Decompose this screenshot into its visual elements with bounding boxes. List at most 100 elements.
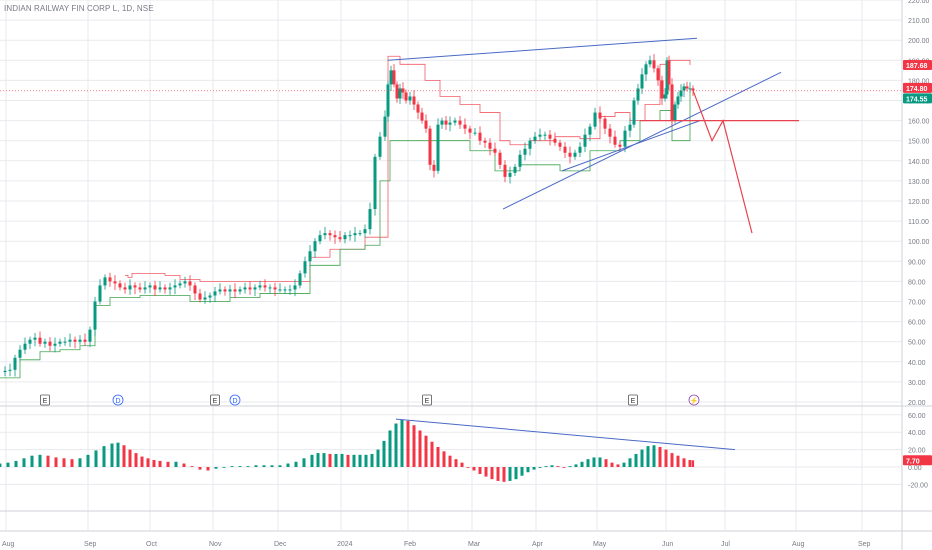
candle-body (636, 88, 640, 101)
osc-bar (598, 457, 602, 467)
osc-bar (140, 456, 144, 467)
candle-body (308, 251, 312, 262)
event-marker-label: E (425, 398, 430, 405)
osc-bar (466, 467, 470, 468)
candle-body (623, 130, 627, 147)
candle-body (208, 295, 212, 298)
candle-body (408, 96, 412, 101)
osc-bar (62, 458, 66, 467)
osc-bar (448, 455, 452, 467)
osc-bar (174, 461, 178, 467)
candle-body (412, 96, 416, 105)
candle-body (253, 287, 257, 290)
candle-body (618, 144, 622, 147)
candle-body (538, 134, 542, 137)
candle-body (644, 64, 648, 75)
candle-body (58, 341, 62, 344)
time-tick-label: Sep (84, 541, 97, 548)
candle-body (103, 277, 107, 286)
candle-body (493, 148, 497, 153)
price-label-text: 174.55 (906, 96, 928, 103)
osc-bar (6, 462, 10, 467)
candle-body (543, 134, 547, 136)
candle-body (123, 287, 127, 290)
osc-bar (532, 467, 536, 470)
price-label-text: 187.68 (906, 63, 928, 70)
dividend-marker (112, 394, 124, 406)
price-tick-label: 40.00 (908, 360, 926, 367)
candle-body (533, 136, 537, 141)
trendline (502, 71, 782, 210)
candle-body (691, 88, 695, 91)
trendline (387, 37, 698, 61)
price-label-text: 174.80 (906, 86, 928, 93)
time-tick-label: Mar (468, 541, 481, 548)
candle-body (458, 120, 462, 125)
candle-body (323, 233, 327, 236)
candle-body (660, 80, 664, 99)
candle-body (392, 70, 396, 85)
candle-body (33, 337, 37, 340)
osc-bar (478, 467, 482, 474)
earnings-marker (210, 394, 220, 406)
candle-body (428, 128, 432, 165)
candle-body (268, 287, 272, 289)
osc-bar (484, 467, 488, 477)
candle-body (665, 60, 669, 95)
osc-bar (652, 445, 656, 467)
osc-bar (102, 446, 106, 467)
event-marker-label: E (213, 398, 218, 405)
osc-bar (128, 449, 132, 467)
candle-body (383, 116, 387, 137)
candle-body (148, 285, 152, 288)
candle-body (373, 156, 377, 210)
osc-bar (508, 467, 512, 481)
candle-body (673, 104, 677, 121)
osc-trendline (395, 418, 736, 451)
osc-bar (664, 449, 668, 467)
candle-body (483, 140, 487, 143)
candle-body (553, 138, 557, 143)
candle-body (173, 285, 177, 288)
earnings-marker (40, 394, 50, 406)
osc-bar (230, 466, 234, 467)
osc-bar (682, 458, 686, 467)
candle-body (63, 341, 67, 343)
candle-body (98, 285, 102, 302)
candle-body (667, 60, 671, 85)
candle-body (13, 357, 17, 370)
osc-tick-label: 60.00 (908, 413, 926, 420)
candle-body (153, 285, 157, 290)
osc-tick-label: 20.00 (908, 448, 926, 455)
price-tick-label: 50.00 (908, 340, 926, 347)
candle-body (118, 283, 122, 288)
osc-bar (412, 425, 416, 467)
candle-body (363, 229, 367, 234)
candle-body (303, 261, 307, 274)
candle-body (663, 94, 667, 99)
candle-body (401, 88, 405, 93)
candle-body (248, 287, 252, 290)
candle-body (685, 86, 689, 89)
osc-bar (430, 441, 434, 467)
osc-bar (122, 445, 126, 467)
event-marker-label: E (631, 398, 636, 405)
price-candles (3, 54, 695, 377)
osc-bar (294, 461, 298, 467)
osc-bar (152, 460, 156, 467)
time-tick-label: Jun (662, 541, 673, 548)
osc-bar (496, 467, 500, 481)
price-tick-label: 20.00 (908, 400, 926, 407)
osc-bar (278, 465, 282, 467)
candle-body (568, 152, 572, 157)
osc-bar (592, 457, 596, 467)
candle-body (628, 124, 632, 131)
candle-body (632, 100, 636, 125)
osc-bar (346, 454, 350, 467)
price-tick-label: 80.00 (908, 279, 926, 286)
osc-bar (526, 467, 530, 473)
osc-bar (604, 459, 608, 467)
candle-body (3, 370, 7, 373)
